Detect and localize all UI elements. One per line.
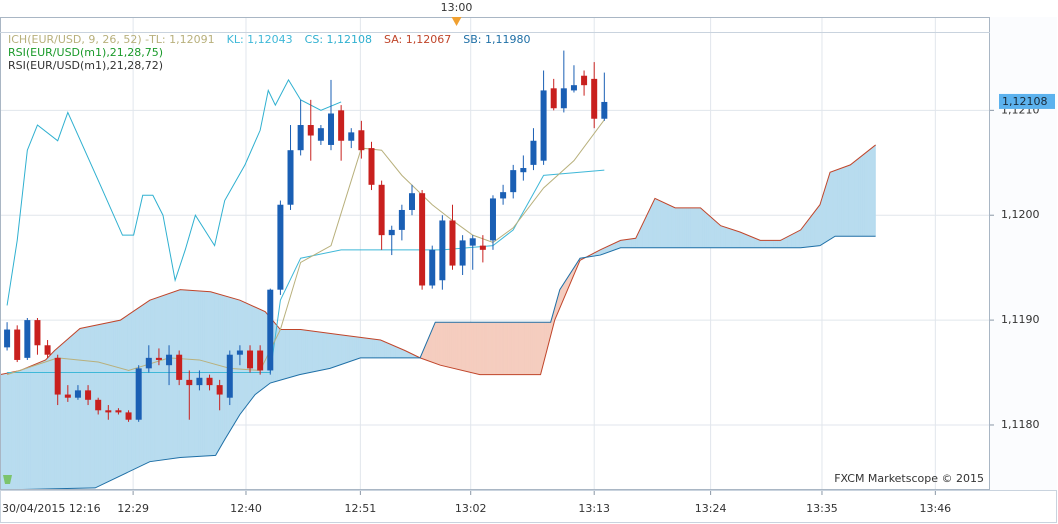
candle-body xyxy=(226,354,233,398)
x-tick-label: 13:02 xyxy=(455,502,487,515)
candle-body xyxy=(419,193,426,286)
candle-body xyxy=(4,329,11,348)
candle-body xyxy=(388,229,395,236)
candle-body xyxy=(64,394,71,398)
candle-body xyxy=(257,350,264,371)
candle-body xyxy=(34,320,41,346)
last-price-label: 1,12108 xyxy=(1002,95,1048,108)
candle-body xyxy=(510,170,517,193)
indicator-line xyxy=(0,144,876,376)
x-axis-panel xyxy=(0,490,1057,523)
candle-body xyxy=(95,399,102,411)
candle-body xyxy=(24,320,31,358)
candle-body xyxy=(317,128,324,141)
candle-body xyxy=(581,75,588,86)
candle-body xyxy=(247,350,254,369)
candle-body xyxy=(85,390,92,400)
candle-body xyxy=(378,184,385,236)
candle-body xyxy=(560,88,567,109)
y-tick-label: 1,1200 xyxy=(1001,208,1040,221)
candle-body xyxy=(14,329,21,360)
candle-body xyxy=(287,150,294,205)
legend-entry: CS: 1,12108 xyxy=(305,33,372,46)
candle-body xyxy=(489,198,496,241)
x-tick-label: 30/04/2015 12:16 xyxy=(2,502,101,515)
candle-body xyxy=(54,357,61,395)
last-price-box xyxy=(999,93,1055,109)
candle-body xyxy=(500,192,507,199)
x-tick-label: 13:24 xyxy=(695,502,727,515)
indicator-label: RSI(EUR/USD(m1),21,28,72) xyxy=(8,59,163,72)
candle-body xyxy=(408,193,415,210)
candle-body xyxy=(44,345,51,355)
candle-body xyxy=(429,249,436,286)
indicator-line xyxy=(0,235,876,490)
candle-body xyxy=(105,410,112,413)
candle-body xyxy=(469,238,476,246)
candle-body xyxy=(601,101,608,119)
candle-body xyxy=(196,377,203,386)
candle-body xyxy=(338,110,345,141)
candle-body xyxy=(358,130,365,151)
legend-entry: SB: 1,11980 xyxy=(463,33,530,46)
candle-body xyxy=(591,78,598,119)
indicator-line xyxy=(6,78,342,306)
plot-frame xyxy=(0,17,990,490)
watermark: FXCM Marketscope © 2015 xyxy=(834,472,984,485)
candle-body xyxy=(74,390,81,398)
candle-body xyxy=(307,125,314,136)
candle-body xyxy=(479,245,486,250)
x-tick-label: 12:29 xyxy=(117,502,149,515)
candle-body xyxy=(236,350,243,355)
plot-area xyxy=(0,50,876,490)
candle-body xyxy=(570,85,577,91)
candle-body xyxy=(125,412,132,420)
legend-entry: KL: 1,12043 xyxy=(227,33,293,46)
candle-body xyxy=(449,220,456,266)
candle-body xyxy=(297,125,304,151)
candle-body xyxy=(328,113,335,145)
candle-body xyxy=(155,357,162,360)
candle-body xyxy=(368,148,375,185)
y-tick-label: 1,1190 xyxy=(1001,313,1040,326)
candle-body xyxy=(348,132,355,141)
candle-body xyxy=(145,357,152,369)
legend-entry: SA: 1,12067 xyxy=(384,33,451,46)
x-tick-label: 13:35 xyxy=(806,502,838,515)
candle-body xyxy=(267,289,274,371)
grid xyxy=(0,17,994,495)
candle-body xyxy=(277,204,284,290)
candle-body xyxy=(206,377,213,386)
x-tick-label: 13:46 xyxy=(919,502,951,515)
candle-body xyxy=(398,209,405,230)
indicator-label: RSI(EUR/USD(m1),21,28,75) xyxy=(8,46,163,59)
x-tick-label: 13:13 xyxy=(578,502,610,515)
x-tick-label: 12:40 xyxy=(230,502,262,515)
candle-body xyxy=(540,90,547,161)
time-cursor xyxy=(451,17,462,26)
time-cursor-label: 13:00 xyxy=(441,1,473,14)
candle-body xyxy=(166,354,173,366)
candle-body xyxy=(216,385,223,395)
candle-body xyxy=(186,379,193,386)
x-tick-label: 12:51 xyxy=(345,502,377,515)
candle-body xyxy=(115,410,122,413)
indicator-icon xyxy=(3,475,12,484)
indicator-title: ICH(EUR/USD, 9, 26, 52) - xyxy=(8,33,149,46)
candle-body xyxy=(459,240,466,266)
candle-body xyxy=(520,168,527,173)
candle-body xyxy=(176,354,183,380)
candle-body xyxy=(550,88,557,109)
y-tick-label: 1,1180 xyxy=(1001,418,1040,431)
candle-body xyxy=(439,220,446,281)
legend-entry: TL: 1,12091 xyxy=(148,33,215,46)
candle-body xyxy=(135,368,142,420)
candle-body xyxy=(530,140,537,165)
